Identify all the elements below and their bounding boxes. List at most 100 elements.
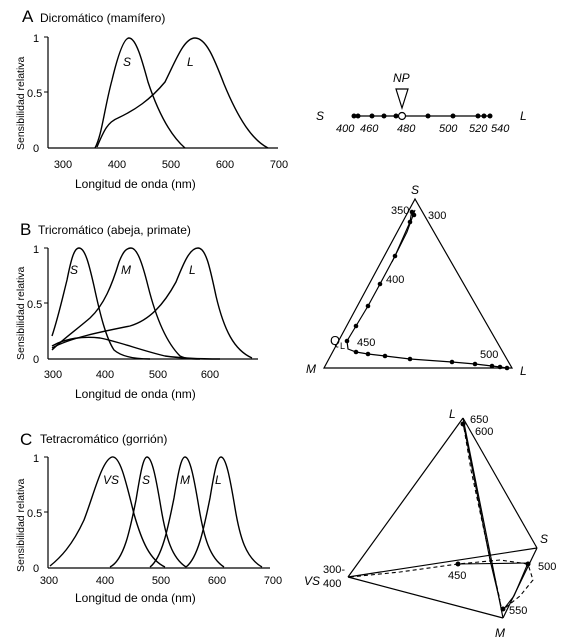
spectral-point	[381, 113, 387, 119]
locus-point	[407, 219, 413, 225]
q-label: Q	[330, 333, 340, 348]
curve-label-l: L	[215, 473, 222, 487]
panel-letter: A	[22, 7, 34, 26]
panel-letter: B	[20, 220, 31, 239]
spectral-point	[425, 113, 431, 119]
x-tick-label: 600	[201, 369, 219, 381]
y-tick-label: 0.5	[27, 299, 42, 311]
s-curve	[94, 37, 186, 149]
spectral-locus-inner	[391, 209, 416, 263]
locus-point	[497, 364, 503, 370]
curve-label-l: L	[187, 55, 194, 69]
l-curve	[185, 456, 263, 568]
locus-point	[455, 561, 461, 567]
l-curve	[51, 247, 253, 359]
locus-path-base-solid	[457, 562, 529, 611]
curve-label-s: S	[123, 55, 131, 69]
wavelength-label: 400	[323, 578, 341, 590]
locus-point	[449, 359, 455, 365]
curve-label-l: L	[189, 263, 196, 277]
wavelength-label: 650	[470, 414, 488, 426]
wavelength-label: 400	[386, 274, 404, 286]
x-tick-label: 400	[96, 369, 114, 381]
locus-point	[500, 606, 506, 612]
locus-point	[411, 212, 417, 218]
neutral-point-arrow	[395, 88, 409, 110]
l-curve	[96, 37, 269, 149]
x-tick-label: 300	[40, 575, 58, 587]
tetra-edge	[347, 547, 538, 578]
vertex-label-m: M	[495, 626, 505, 640]
line-end-s: S	[316, 109, 324, 123]
tetra-spectral-locus	[349, 423, 534, 611]
spectral-point	[450, 113, 456, 119]
y-tick-label: 1	[33, 33, 39, 45]
vertex-label-s: S	[411, 183, 419, 197]
x-tick-label: 400	[108, 159, 126, 171]
wavelength-label: 450	[357, 337, 375, 349]
x-tick-label: 600	[208, 575, 226, 587]
wavelength-label: 460	[360, 123, 379, 135]
y-tick-label: 1	[33, 244, 39, 256]
y-tick-label: 0	[33, 563, 39, 575]
locus-point	[353, 323, 359, 329]
secondary-curve	[51, 336, 221, 360]
curve-label-m: M	[180, 473, 190, 487]
color-triangle	[322, 197, 514, 369]
spectral-point	[393, 113, 399, 119]
y-tick-label: 0.5	[27, 88, 42, 100]
y-tick-label: 0	[33, 354, 39, 366]
wavelength-label: 300-	[323, 564, 345, 576]
x-tick-label: 500	[152, 575, 170, 587]
vertex-label-l: L	[449, 407, 456, 421]
y-axis-label: Sensibilidad relativa	[15, 266, 27, 360]
locus-point	[504, 365, 510, 371]
wavelength-label: 500	[480, 349, 498, 361]
wavelength-label: 520	[469, 123, 488, 135]
panel-letter: C	[20, 430, 32, 449]
m-curve	[51, 247, 201, 360]
locus-point	[407, 356, 413, 362]
panel-title: Dicromático (mamífero)	[40, 11, 165, 25]
wavelength-label: 300	[428, 210, 446, 222]
tetra-edge	[462, 417, 538, 549]
neutral-point-marker	[397, 111, 407, 121]
locus-point	[472, 361, 478, 367]
vertex-label-l: L	[520, 364, 527, 378]
wavelength-label: 500	[538, 561, 556, 573]
locus-point	[460, 421, 466, 427]
locus-point	[365, 303, 371, 309]
x-tick-label: 700	[270, 159, 288, 171]
m-curve	[149, 456, 225, 568]
neutral-point-label: NP	[393, 71, 410, 85]
wavelength-label: 350	[391, 205, 409, 217]
locus-point	[489, 363, 495, 369]
s-curve	[109, 456, 187, 568]
curve-label-s: S	[142, 473, 150, 487]
wavelength-label: 600	[475, 426, 493, 438]
panel-c: C Tetracromático (gorrión) Sensibilidad …	[15, 407, 556, 640]
curve-label-m: M	[121, 263, 131, 277]
x-tick-label: 500	[162, 159, 180, 171]
x-axis-label: Longitud de onda (nm)	[75, 177, 196, 191]
panel-b: B Tricromático (abeja, primate) Sensibil…	[15, 183, 527, 401]
locus-points	[344, 209, 510, 371]
line-end-l: L	[520, 109, 527, 123]
spectral-point	[369, 113, 375, 119]
panel-a: A Dicromático (mamífero) Sensibilidad re…	[15, 7, 527, 191]
y-tick-label: 0.5	[27, 508, 42, 520]
locus-point	[392, 253, 398, 259]
locus-path-dashed	[463, 427, 501, 601]
q-label-subscript: L	[340, 341, 345, 351]
x-axis-label: Longitud de onda (nm)	[75, 591, 196, 605]
locus-point	[365, 351, 371, 357]
locus-point	[382, 353, 388, 359]
panel-title: Tricromático (abeja, primate)	[38, 223, 191, 237]
vertex-label-m: M	[306, 362, 316, 376]
locus-path-base	[349, 559, 534, 609]
color-tetrahedron	[347, 417, 538, 619]
x-axis-label: Longitud de onda (nm)	[75, 387, 196, 401]
locus-point	[344, 338, 350, 344]
spectral-point	[481, 113, 487, 119]
